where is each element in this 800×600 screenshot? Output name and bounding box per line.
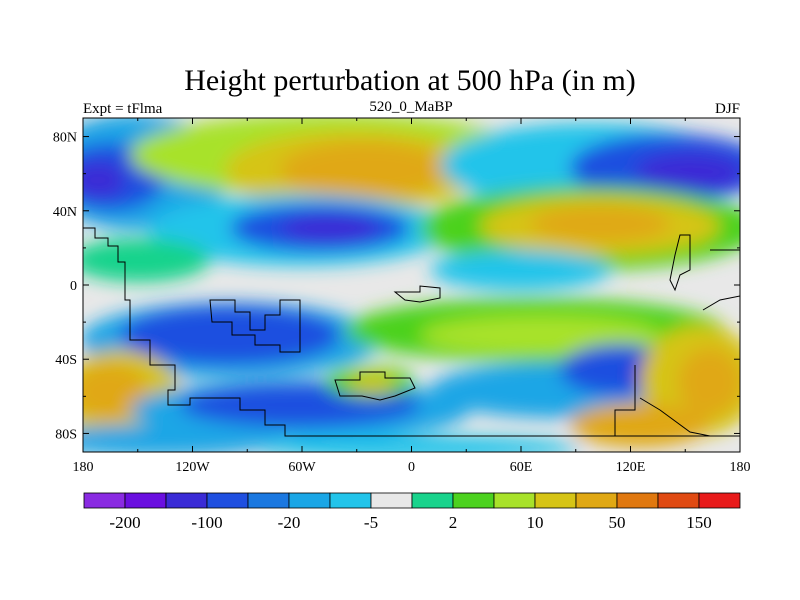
- colorbar-swatch: [370, 492, 413, 509]
- colorbar-swatch: [165, 492, 208, 509]
- coastlines: [83, 227, 740, 437]
- map-title: Height perturbation at 500 hPa (in m): [184, 64, 636, 97]
- lat-tick-label: 40S: [55, 353, 77, 368]
- colorbar-swatch: [534, 492, 577, 509]
- colorbar-swatch: [288, 492, 331, 509]
- lon-tick-label: 0: [408, 460, 415, 475]
- colorbar-swatch: [657, 492, 700, 509]
- colorbar-swatch: [206, 492, 249, 509]
- season-label: DJF: [715, 101, 740, 117]
- contour-field: [83, 118, 740, 452]
- colorbar-swatch: [493, 492, 536, 509]
- colorbar-swatch: [83, 492, 126, 509]
- lat-tick-label: 0: [70, 279, 77, 294]
- colorbar-swatch: [411, 492, 454, 509]
- colorbar-swatch: [616, 492, 659, 509]
- colorbar-label: 150: [686, 513, 712, 532]
- longitude-axis: 180 120W 60W 0 60E 120E 180: [73, 118, 751, 475]
- lon-tick-label: 180: [73, 460, 94, 475]
- lon-tick-label: 120E: [616, 460, 646, 475]
- colorbar-swatch: [329, 492, 372, 509]
- latitude-axis: 80N 40N 0 40S 80S: [53, 131, 740, 442]
- colorbar-swatch: [247, 492, 290, 509]
- colorbar-swatch: [698, 492, 741, 509]
- colorbar: -200 -100 -20 -5 2 10 50 150: [83, 492, 741, 532]
- colorbar-swatch: [124, 492, 167, 509]
- lat-tick-label: 80S: [55, 427, 77, 442]
- colorbar-swatch: [575, 492, 618, 509]
- colorbar-label: -5: [364, 513, 378, 532]
- lon-tick-label: 60W: [288, 460, 316, 475]
- colorbar-label: 2: [449, 513, 458, 532]
- period-label: 520_0_MaBP: [369, 99, 452, 115]
- lon-tick-label: 180: [730, 460, 751, 475]
- colorbar-label: 10: [527, 513, 544, 532]
- experiment-label: Expt = tFlma: [83, 101, 163, 117]
- colorbar-label: -20: [278, 513, 301, 532]
- lat-tick-label: 40N: [53, 205, 77, 220]
- lat-tick-label: 80N: [53, 131, 77, 146]
- colorbar-label: 50: [609, 513, 626, 532]
- colorbar-swatch: [452, 492, 495, 509]
- colorbar-label: -200: [109, 513, 140, 532]
- colorbar-label: -100: [191, 513, 222, 532]
- lon-tick-label: 120W: [175, 460, 210, 475]
- lon-tick-label: 60E: [510, 460, 533, 475]
